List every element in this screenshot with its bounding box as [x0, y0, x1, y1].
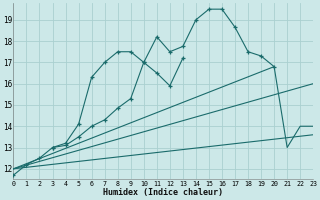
X-axis label: Humidex (Indice chaleur): Humidex (Indice chaleur) [103, 188, 223, 197]
